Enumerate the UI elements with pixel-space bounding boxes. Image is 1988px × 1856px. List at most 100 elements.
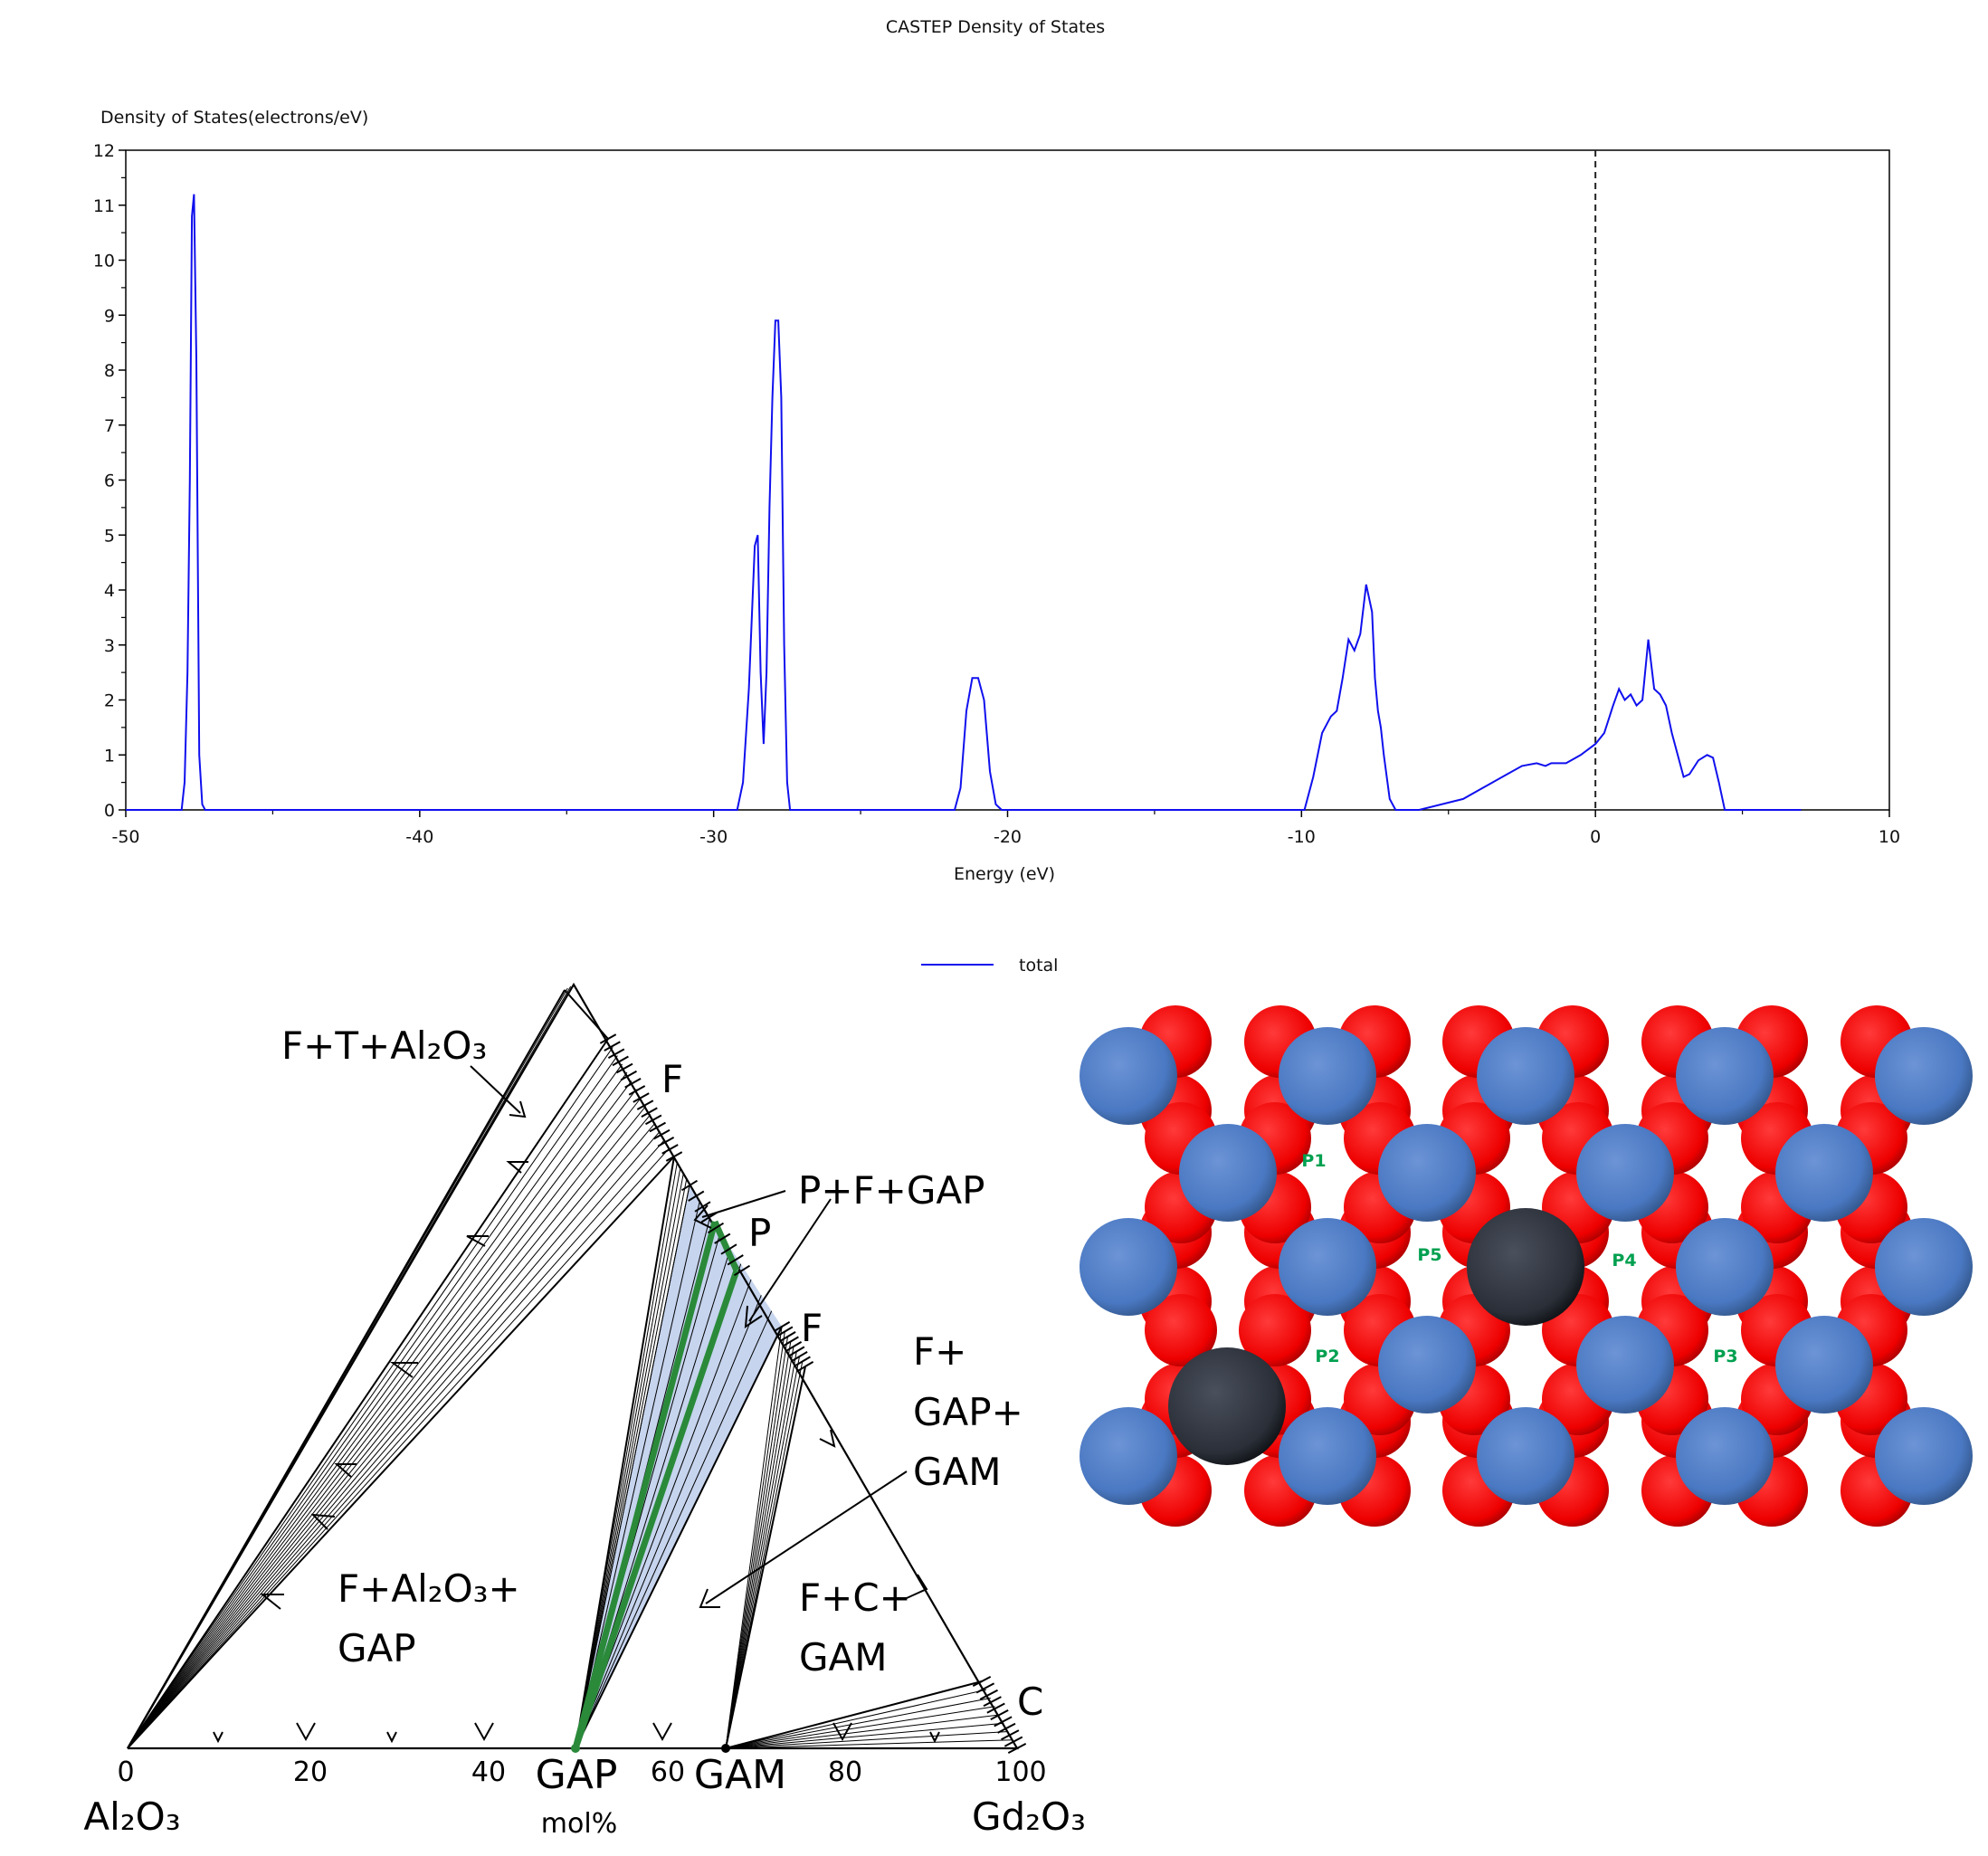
dos-x-tick-label: -30 <box>699 827 728 847</box>
edge-tick <box>990 1709 1009 1720</box>
tie-line <box>127 1080 633 1749</box>
ternary-labels: 0 20 40 60 80 100 Al₂O₃ Gd₂O₃ GAP mol% G… <box>83 1023 1086 1840</box>
tick-label-80: 80 <box>828 1756 862 1788</box>
tie-line <box>725 1346 794 1749</box>
dark-atom-p2 <box>1168 1347 1286 1465</box>
large-atom <box>1875 1407 1973 1505</box>
edge-tick <box>788 1346 805 1357</box>
tie-line <box>725 1698 991 1749</box>
ftal-lower-line <box>127 1038 609 1749</box>
dos-x-ticks: -50 -40 -30 -20 -10 0 10 <box>111 810 1900 847</box>
edge-tick <box>628 1085 646 1096</box>
mol-percent-label: mol% <box>541 1808 617 1840</box>
dos-x-tick-label: 10 <box>1879 827 1900 847</box>
large-atom <box>1477 1407 1574 1505</box>
edge-tick <box>979 1689 998 1700</box>
axis-chevrons <box>213 1161 940 1744</box>
tie-line <box>127 1047 614 1749</box>
tie-line <box>575 1174 684 1749</box>
tie-line <box>575 1179 688 1749</box>
tie-line <box>725 1341 792 1749</box>
site-label-p3: P3 <box>1713 1347 1737 1366</box>
tie-line <box>725 1714 1000 1749</box>
tie-line <box>575 1295 762 1749</box>
tick-label-100: 100 <box>994 1756 1046 1788</box>
large-atoms <box>1080 1027 1973 1505</box>
tick-label-0: 0 <box>117 1756 134 1788</box>
dark-atom-p4 <box>1467 1208 1584 1326</box>
label-arrows <box>470 1065 908 1608</box>
edge-tick <box>997 1722 1016 1734</box>
edge-tick <box>720 1243 737 1255</box>
lattice-illustration: P1 P5 P4 P2 P3 <box>1080 1005 1973 1527</box>
edge-tick <box>779 1331 796 1342</box>
dos-y-tick-label: 1 <box>104 746 115 766</box>
edge-tick <box>657 1137 675 1147</box>
tie-line <box>725 1739 1013 1749</box>
edge-tick <box>773 1321 791 1332</box>
dos-y-axis-label: Density of States(electrons/eV) <box>100 108 368 128</box>
large-atom <box>1279 1027 1376 1125</box>
tie-line <box>127 1097 642 1749</box>
large-atom <box>1676 1407 1774 1505</box>
region-fcg-label-2: GAM <box>799 1635 888 1680</box>
edge-tick <box>620 1070 637 1081</box>
tie-line <box>127 1122 656 1749</box>
tie-line <box>127 1147 671 1749</box>
large-atom <box>1080 1218 1177 1316</box>
edge-tick <box>785 1341 803 1352</box>
gam-point <box>721 1744 730 1753</box>
edge-tick <box>1001 1729 1020 1741</box>
region-ftal-label: F+T+Al₂O₃ <box>281 1023 487 1068</box>
edge-tick <box>599 1033 617 1044</box>
region-fal-label-2: GAP <box>338 1626 416 1670</box>
gam-c-boundary <box>725 1680 983 1749</box>
edge-tick <box>994 1716 1013 1728</box>
phase-f-top-label: F <box>661 1057 683 1101</box>
edge-tick <box>782 1336 799 1347</box>
dos-y-tick-label: 6 <box>104 471 115 491</box>
edge-tick <box>791 1351 808 1362</box>
site-label-p1: P1 <box>1301 1151 1326 1171</box>
dos-y-tick-label: 3 <box>104 636 115 656</box>
site-label-p4: P4 <box>1612 1251 1636 1271</box>
edge-tick <box>607 1048 625 1059</box>
edge-tick <box>688 1190 705 1202</box>
site-label-p5: P5 <box>1417 1245 1441 1265</box>
dos-y-tick-label: 12 <box>93 141 115 161</box>
ternary-boundary <box>127 982 1019 1750</box>
gap-f-boundary <box>575 1156 675 1749</box>
tie-line <box>575 1185 690 1749</box>
region-fgg-label-3: GAM <box>913 1450 1002 1494</box>
dos-legend-label: total <box>1019 956 1058 976</box>
tie-line <box>127 1114 652 1749</box>
large-atom <box>1080 1027 1177 1125</box>
edge-tick <box>714 1233 731 1244</box>
dos-x-axis-label: Energy (eV) <box>954 864 1055 884</box>
dos-y-tick-label: 9 <box>104 306 115 326</box>
edge-tick <box>776 1326 794 1337</box>
phase-p-label: P <box>748 1211 771 1255</box>
tick-label-20: 20 <box>293 1756 328 1788</box>
region-pfgap-label: P+F+GAP <box>798 1168 984 1213</box>
ternary-phase-diagram: 0 20 40 60 80 100 Al₂O₃ Gd₂O₃ GAP mol% G… <box>83 982 1086 1840</box>
edge-tick <box>636 1099 654 1110</box>
large-atom <box>1080 1407 1177 1505</box>
edge-tick <box>796 1361 814 1372</box>
site-labels: P1 P5 P4 P2 P3 <box>1301 1151 1737 1366</box>
large-atom <box>1676 1027 1774 1125</box>
large-atom <box>1775 1316 1873 1413</box>
edge-tick <box>975 1682 995 1694</box>
edge-tick <box>1007 1743 1027 1754</box>
tie-line <box>725 1731 1009 1749</box>
pfgap-region-fill <box>575 1185 782 1748</box>
tie-line <box>127 1105 647 1749</box>
site-label-p2: P2 <box>1315 1347 1339 1366</box>
tie-line <box>127 1055 618 1749</box>
phase-c-label: C <box>1017 1680 1043 1724</box>
tie-line <box>127 1071 628 1749</box>
region-fgg-label-1: F+ <box>913 1329 966 1374</box>
edge-tick <box>680 1179 699 1192</box>
dos-x-tick-label: -10 <box>1288 827 1316 847</box>
